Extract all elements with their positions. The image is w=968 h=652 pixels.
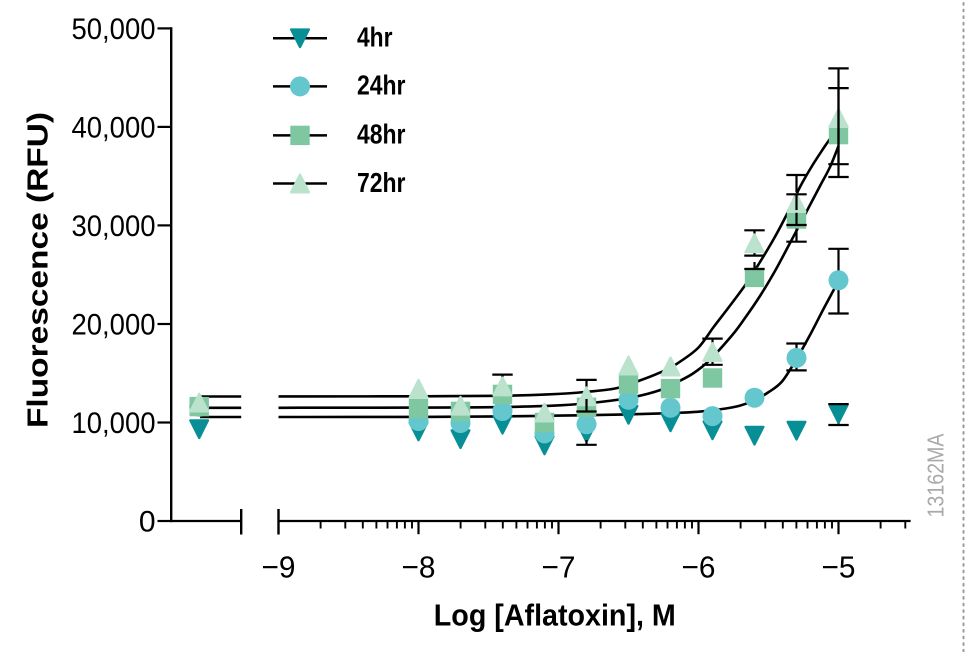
svg-text:0: 0	[139, 505, 156, 538]
svg-text:4hr: 4hr	[357, 22, 393, 53]
svg-text:−6: −6	[682, 549, 716, 584]
svg-text:−9: −9	[262, 549, 296, 584]
svg-text:20,000: 20,000	[72, 308, 156, 341]
svg-text:13162MA: 13162MA	[923, 433, 949, 518]
svg-text:Fluorescence (RFU): Fluorescence (RFU)	[23, 112, 55, 428]
svg-text:40,000: 40,000	[72, 111, 156, 144]
svg-text:50,000: 50,000	[72, 13, 156, 46]
svg-text:−5: −5	[822, 549, 856, 584]
svg-text:72hr: 72hr	[357, 167, 406, 198]
svg-text:10,000: 10,000	[72, 407, 156, 440]
svg-text:−7: −7	[542, 549, 576, 584]
svg-text:48hr: 48hr	[357, 119, 406, 150]
svg-text:24hr: 24hr	[357, 70, 406, 101]
svg-text:Log [Aflatoxin], M: Log [Aflatoxin], M	[434, 598, 676, 633]
svg-text:−8: −8	[402, 549, 436, 584]
svg-text:30,000: 30,000	[72, 210, 156, 243]
